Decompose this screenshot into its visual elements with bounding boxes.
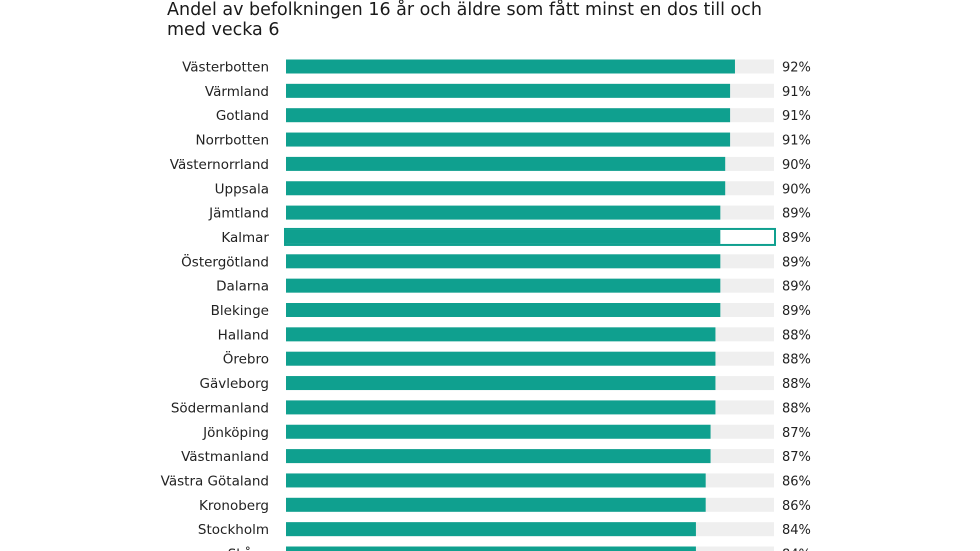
value-label: 88% bbox=[782, 328, 811, 343]
value-label: 91% bbox=[782, 134, 811, 149]
category-label: Skåne bbox=[228, 546, 269, 551]
value-label: 89% bbox=[782, 280, 811, 295]
category-label: Jämtland bbox=[208, 206, 269, 222]
value-label: 89% bbox=[782, 304, 811, 319]
bar bbox=[286, 278, 721, 293]
bar bbox=[286, 156, 726, 171]
value-label: 88% bbox=[782, 353, 811, 368]
bar bbox=[286, 546, 696, 551]
bar bbox=[286, 132, 731, 147]
category-label: Kalmar bbox=[221, 230, 269, 246]
value-label: 90% bbox=[782, 158, 811, 173]
bar bbox=[286, 229, 721, 244]
chart-title: Andel av befolkningen 16 år och äldre so… bbox=[167, 0, 762, 40]
category-label: Halland bbox=[218, 327, 269, 343]
category-label: Norrbotten bbox=[196, 133, 270, 149]
value-label: 87% bbox=[782, 426, 811, 441]
value-label: 87% bbox=[782, 450, 811, 465]
value-label: 88% bbox=[782, 401, 811, 416]
value-label: 89% bbox=[782, 255, 811, 270]
category-label: Stockholm bbox=[198, 522, 269, 538]
bar bbox=[286, 522, 696, 537]
value-label: 84% bbox=[782, 523, 811, 538]
category-label: Värmland bbox=[205, 84, 269, 100]
value-label: 89% bbox=[782, 231, 811, 246]
category-label: Uppsala bbox=[215, 181, 269, 197]
category-label: Gävleborg bbox=[200, 376, 270, 392]
bar bbox=[286, 327, 716, 342]
value-label: 91% bbox=[782, 109, 811, 124]
bar bbox=[286, 254, 721, 269]
category-label: Kronoberg bbox=[199, 498, 269, 514]
value-label: 92% bbox=[782, 61, 811, 76]
bar bbox=[286, 303, 721, 317]
bar bbox=[286, 497, 706, 512]
value-label: 91% bbox=[782, 85, 811, 100]
value-label: 86% bbox=[782, 499, 811, 514]
bar bbox=[286, 351, 716, 366]
category-label: Jönköping bbox=[202, 425, 269, 441]
bar bbox=[286, 449, 711, 464]
bar bbox=[286, 108, 731, 123]
category-label: Blekinge bbox=[211, 303, 269, 319]
bar bbox=[286, 424, 711, 439]
value-label: 88% bbox=[782, 377, 811, 392]
bar bbox=[286, 83, 731, 98]
bar bbox=[286, 181, 726, 196]
value-label: 84% bbox=[782, 548, 811, 551]
category-label: Västra Götaland bbox=[161, 473, 269, 489]
bar bbox=[286, 205, 721, 220]
category-label: Södermanland bbox=[171, 400, 269, 416]
bar bbox=[286, 400, 716, 415]
bar bbox=[286, 59, 735, 74]
category-label: Västmanland bbox=[181, 449, 269, 465]
category-label: Västerbotten bbox=[182, 60, 269, 76]
category-label: Östergötland bbox=[181, 252, 269, 270]
category-label: Västernorrland bbox=[170, 157, 269, 173]
category-label: Dalarna bbox=[216, 279, 269, 295]
category-label: Örebro bbox=[223, 350, 269, 368]
bar bbox=[286, 376, 716, 391]
value-label: 90% bbox=[782, 182, 811, 197]
value-label: 89% bbox=[782, 207, 811, 222]
bar bbox=[286, 473, 706, 488]
category-label: Gotland bbox=[216, 108, 269, 124]
value-label: 86% bbox=[782, 474, 811, 489]
